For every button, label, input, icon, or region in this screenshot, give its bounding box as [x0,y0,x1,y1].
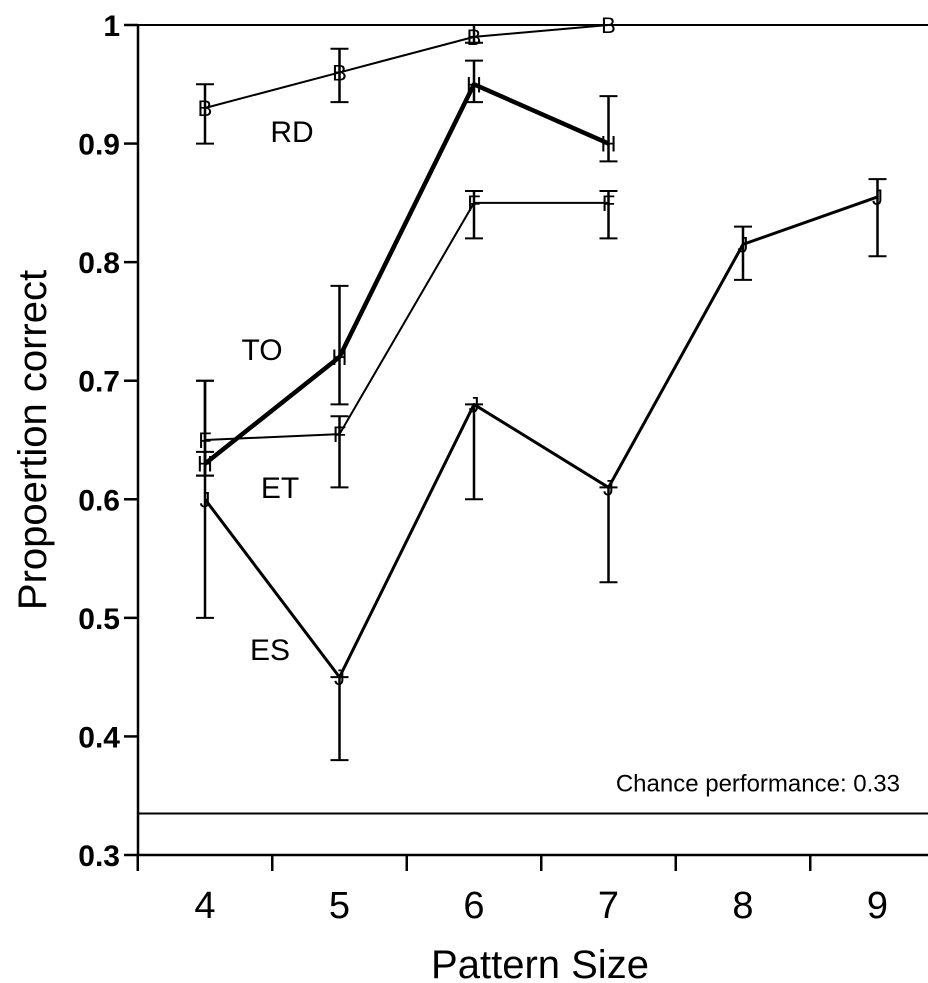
reference-lines-layer: Chance performance: 0.33 [138,24,928,815]
data-point-marker: F [333,422,346,447]
x-tick-label: 6 [463,885,484,927]
data-point-marker: B [601,13,616,38]
series-label: RD [270,116,313,149]
series-rd: B B B B RD [196,13,616,149]
x-tick-label: 9 [867,885,888,927]
series-line [204,24,609,109]
data-point-marker: J [603,475,614,500]
data-point-marker: J [872,185,883,210]
series-line [204,201,609,441]
series-label: ET [261,472,299,505]
x-tick-label: 4 [194,885,215,927]
y-tick-label: 0.4 [78,721,120,754]
x-tick-label: 5 [329,885,350,927]
x-tick-label: 8 [732,885,753,927]
data-point-marker: B [198,96,213,121]
series-line [203,195,878,679]
data-point-marker: J [200,487,211,512]
data-point-marker: F [467,191,480,216]
x-tick-label: 7 [598,885,619,927]
data-point-marker: J [469,392,480,417]
data-point-marker: B [332,60,347,85]
series-label: ES [250,634,290,667]
data-point-marker: B [467,25,482,50]
data-point-marker: F [602,191,615,216]
series-to: HHHHTO [196,59,618,477]
y-tick-label: 0.8 [78,247,120,280]
axes-layer: 0.3 0.4 0.5 0.6 0.7 0.8 0.9 1 4 5 6 7 8 9 [78,10,928,927]
y-tick-label: 1 [103,10,120,43]
data-point-marker: J [334,665,345,690]
series-es: J J J J J J ES [196,178,887,762]
series-layer: BBBBRDHHHHTOFFFFETJJJJJJES [196,13,887,762]
series-line [203,82,610,466]
y-tick-label: 0.3 [78,840,120,873]
series-label: TO [241,334,282,367]
x-axis-label: Pattern Size [431,943,649,983]
y-tick-label: 0.7 [78,366,120,399]
y-tick-label: 0.6 [78,484,120,517]
y-tick-label: 0.9 [78,129,120,162]
data-point-marker: H [466,72,482,97]
y-axis-label: Propoertion correct [11,270,55,610]
data-point-marker: J [738,232,749,257]
y-tick-label: 0.5 [78,603,120,636]
data-point-marker: H [601,132,617,157]
data-point-marker: H [332,345,348,370]
chance-performance-label: Chance performance: 0.33 [616,771,900,798]
